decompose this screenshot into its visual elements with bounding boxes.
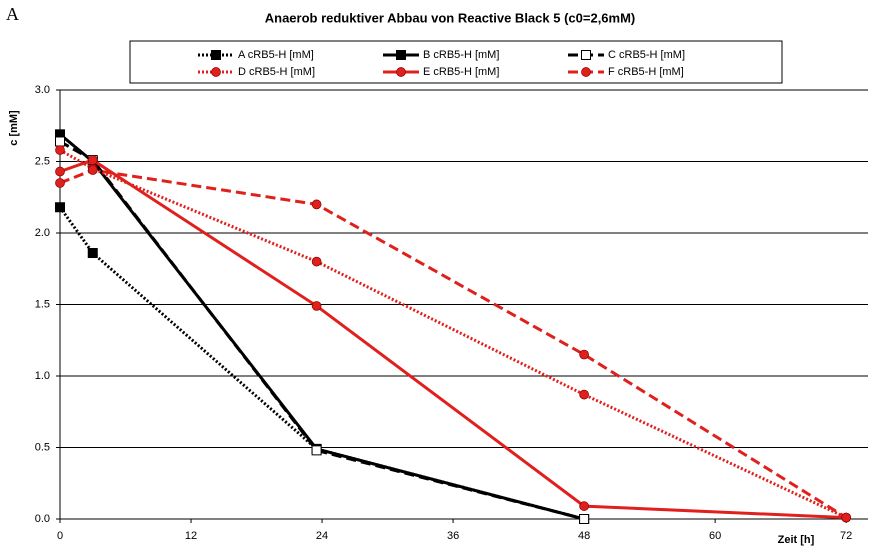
series-line — [59, 168, 847, 519]
series-line — [58, 206, 585, 521]
x-tick-label: 24 — [316, 530, 328, 542]
x-tick-label: 12 — [185, 530, 197, 542]
marker — [55, 178, 65, 188]
series-line — [59, 140, 585, 521]
marker — [87, 165, 98, 175]
series-line — [59, 133, 585, 521]
marker — [211, 67, 221, 77]
x-axis-label: Zeit [h] — [778, 534, 815, 546]
legend-label: D cRB5-H [mM] — [238, 66, 315, 78]
legend-box — [129, 40, 783, 84]
marker — [55, 136, 65, 147]
marker — [841, 512, 852, 523]
legend-label: B cRB5-H [mM] — [423, 49, 499, 61]
x-tick-label: 36 — [447, 530, 459, 542]
x-tick-label: 72 — [840, 530, 852, 542]
marker — [55, 202, 65, 213]
marker — [396, 50, 406, 60]
marker — [579, 349, 589, 360]
marker — [87, 155, 98, 165]
marker — [581, 50, 591, 60]
marker — [55, 166, 65, 177]
marker — [311, 301, 322, 311]
marker — [579, 501, 589, 511]
marker — [55, 145, 65, 155]
y-tick-label: 1.0 — [35, 370, 50, 382]
marker — [311, 199, 322, 210]
x-tick-label: 60 — [709, 530, 721, 542]
x-tick-label: 48 — [578, 530, 590, 542]
legend-label: A cRB5-H [mM] — [238, 49, 314, 61]
panel-label: A — [6, 4, 19, 24]
marker — [311, 256, 322, 267]
marker — [211, 50, 221, 60]
y-tick-label: 3.0 — [35, 84, 50, 96]
y-axis-label: c [mM] — [8, 110, 20, 146]
legend-label: E cRB5-H [mM] — [423, 66, 499, 78]
chart-title: Anaerob reduktiver Abbau von Reactive Bl… — [265, 10, 636, 25]
x-tick-label: 0 — [57, 530, 63, 542]
y-tick-label: 2.0 — [35, 227, 50, 239]
y-tick-label: 1.5 — [35, 298, 50, 310]
marker — [311, 445, 322, 456]
series-line — [59, 158, 847, 520]
marker — [396, 67, 406, 77]
marker — [581, 67, 591, 77]
y-tick-label: 0.0 — [35, 513, 50, 525]
y-tick-label: 2.5 — [35, 155, 50, 167]
series-line — [59, 148, 847, 519]
legend-label: C cRB5-H [mM] — [608, 49, 685, 61]
marker — [579, 514, 590, 524]
marker — [579, 389, 589, 400]
legend-label: F cRB5-H [mM] — [608, 66, 684, 78]
marker — [87, 248, 98, 259]
y-tick-label: 0.5 — [35, 441, 50, 453]
